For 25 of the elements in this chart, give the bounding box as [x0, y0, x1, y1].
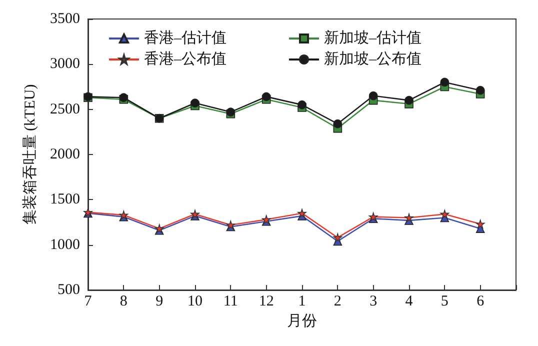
y-tick-label: 3500	[50, 11, 80, 27]
y-tick-label: 1000	[50, 236, 80, 253]
x-tick-label: 1	[298, 294, 306, 310]
x-tick-label: 3	[370, 294, 378, 310]
y-tick-label: 500	[58, 282, 80, 298]
y-tick-label: 1500	[50, 192, 80, 208]
legend-label: 香港–估计值	[144, 30, 226, 46]
y-tick-label: 3000	[50, 56, 80, 72]
x-tick-label: 9	[156, 294, 164, 310]
x-tick-label: 7	[84, 294, 92, 310]
y-axis-title: 集装箱吞吐量 (kTEU)	[22, 84, 38, 225]
legend-label: 香港–公布值	[144, 50, 226, 68]
x-tick-label: 6	[476, 294, 485, 310]
x-tick-label: 5	[440, 294, 448, 310]
y-tick-label: 2000	[50, 146, 80, 162]
x-tick-label: 10	[188, 294, 202, 310]
x-tick-label: 12	[258, 294, 274, 310]
y-tick-label: 2500	[50, 101, 80, 118]
x-tick-label: 8	[120, 294, 128, 310]
x-tick-label: 4	[405, 294, 414, 310]
legend-label: 新加坡–估计值	[324, 30, 422, 46]
x-tick-label: 11	[223, 294, 238, 310]
x-axis-title: 月份	[287, 313, 317, 330]
legend-label: 新加坡–公布值	[324, 50, 422, 68]
x-tick-label: 2	[334, 294, 342, 310]
